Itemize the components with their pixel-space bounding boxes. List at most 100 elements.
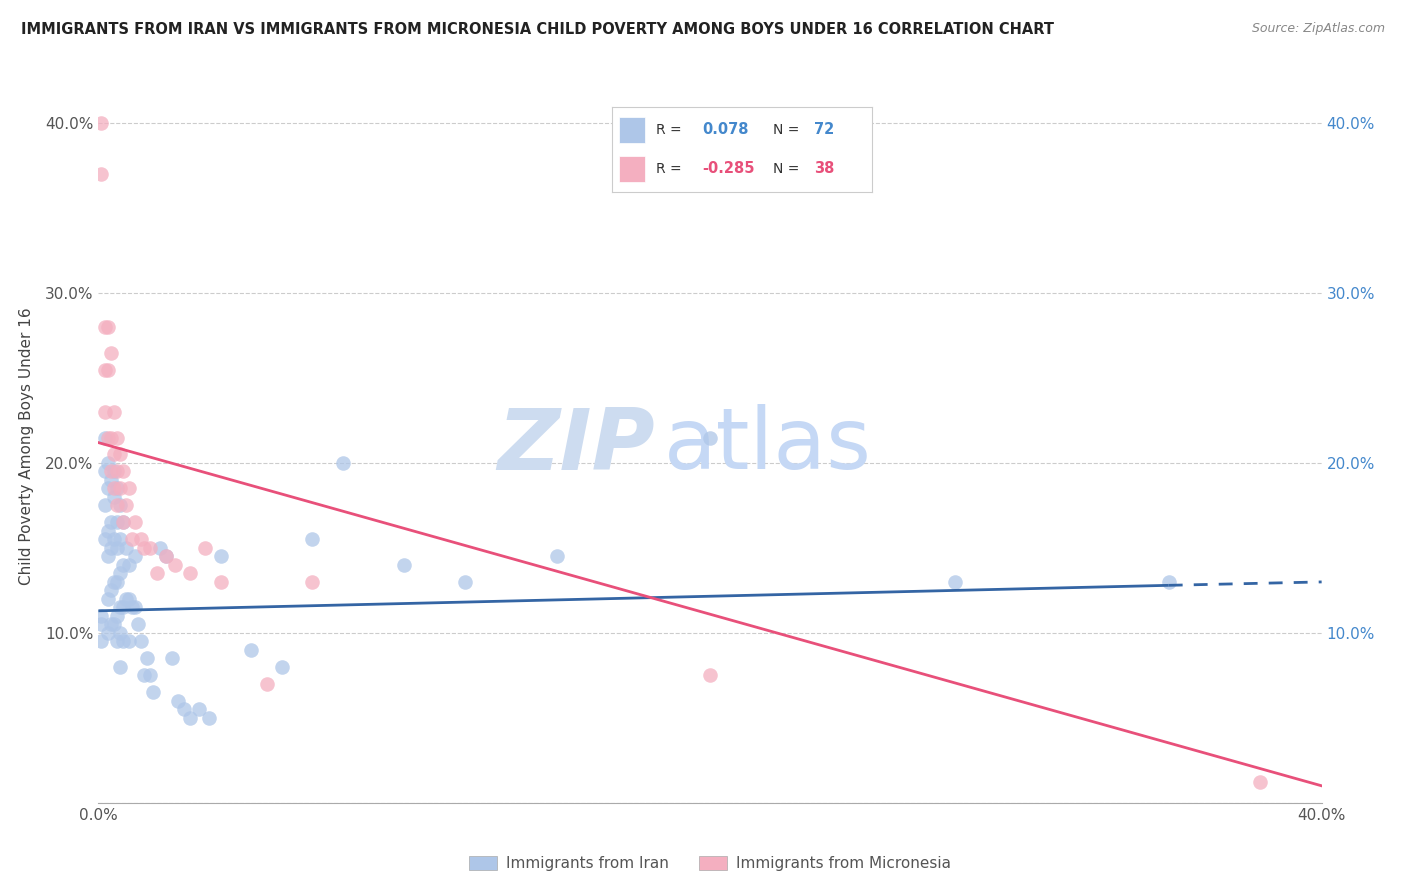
Point [97,482,120,496]
Point [124,549,146,564]
Point [699,668,721,682]
Point [115,591,138,606]
Point [256,677,278,691]
Point [188,702,211,716]
Point [97,362,120,376]
Text: -0.285: -0.285 [703,161,755,177]
Point [179,566,201,581]
Point [105,574,128,589]
Point [105,634,128,648]
Point [301,533,323,547]
Point [105,516,128,530]
Point [270,660,292,674]
Point [699,430,721,444]
Point [100,583,122,598]
Point [124,600,146,615]
Point [167,694,190,708]
Point [103,533,125,547]
Point [209,549,232,564]
Point [103,448,125,462]
Point [111,516,134,530]
Point [1249,775,1271,789]
Point [118,634,141,648]
Point [90,167,112,181]
Point [155,549,177,564]
Point [197,711,219,725]
Point [108,482,131,496]
Point [90,634,112,648]
Point [943,574,966,589]
Point [209,574,232,589]
Text: R =: R = [655,162,682,176]
Point [160,651,183,665]
Legend: Immigrants from Iran, Immigrants from Micronesia: Immigrants from Iran, Immigrants from Mi… [463,850,957,877]
Text: Source: ZipAtlas.com: Source: ZipAtlas.com [1251,22,1385,36]
Point [173,702,195,716]
Point [100,345,122,359]
Point [118,558,141,572]
Point [97,320,120,334]
Point [97,591,120,606]
Point [111,465,134,479]
Point [134,541,156,555]
Point [100,430,122,444]
Point [100,541,122,555]
Point [1157,574,1180,589]
Point [105,430,128,444]
Point [90,608,112,623]
Point [103,465,125,479]
Text: IMMIGRANTS FROM IRAN VS IMMIGRANTS FROM MICRONESIA CHILD POVERTY AMONG BOYS UNDE: IMMIGRANTS FROM IRAN VS IMMIGRANTS FROM … [21,22,1054,37]
Point [301,574,323,589]
Point [149,541,172,555]
Y-axis label: Child Poverty Among Boys Under 16: Child Poverty Among Boys Under 16 [18,307,34,585]
Point [100,617,122,632]
Point [100,473,122,487]
Point [129,533,152,547]
Text: N =: N = [773,162,799,176]
Point [108,626,131,640]
Point [97,626,120,640]
Text: 72: 72 [814,122,835,137]
Point [108,600,131,615]
Point [103,405,125,419]
Point [392,558,416,572]
Point [93,430,115,444]
Point [103,574,125,589]
Point [240,643,263,657]
Text: ZIP: ZIP [498,404,655,488]
Point [108,566,131,581]
Point [111,634,134,648]
Point [103,482,125,496]
Bar [620,156,645,182]
Point [118,482,141,496]
Point [103,617,125,632]
Point [546,549,568,564]
Point [108,448,131,462]
Point [108,499,131,513]
Point [90,617,112,632]
Text: 38: 38 [814,161,835,177]
Point [108,660,131,674]
Point [105,608,128,623]
Point [93,499,115,513]
Point [93,465,115,479]
Point [118,591,141,606]
Point [93,362,115,376]
Point [97,456,120,470]
Point [454,574,477,589]
Point [105,499,128,513]
Point [97,430,120,444]
Point [115,541,138,555]
Point [100,465,122,479]
Point [90,116,112,130]
Point [105,541,128,555]
Point [163,558,186,572]
Point [155,549,177,564]
Point [97,549,120,564]
Point [93,320,115,334]
Point [111,558,134,572]
Point [129,634,152,648]
Point [100,516,122,530]
Point [142,685,165,699]
Text: N =: N = [773,123,799,136]
